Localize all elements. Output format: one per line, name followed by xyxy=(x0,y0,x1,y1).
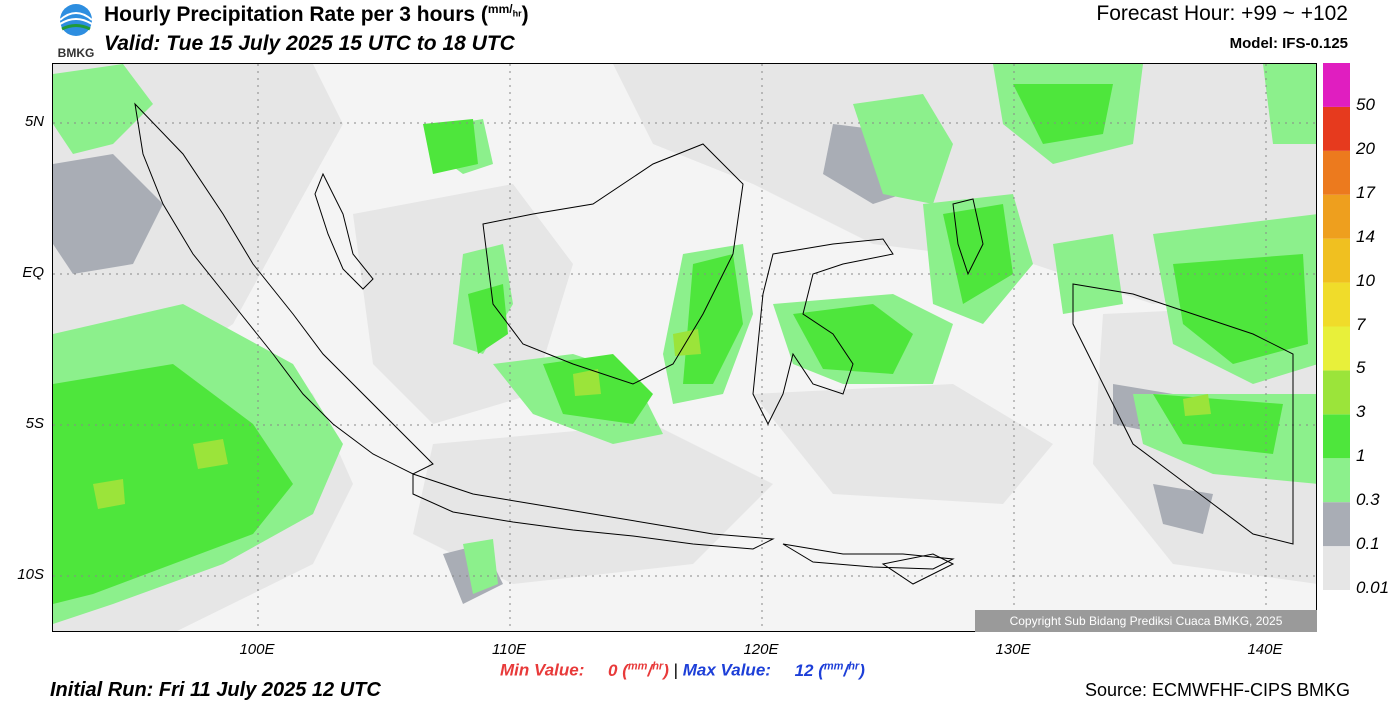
lat-label-eq: EQ xyxy=(22,264,44,281)
legend-swatch-20 xyxy=(1323,106,1350,151)
bmkg-logo: BMKG xyxy=(52,2,100,60)
min-max-values: Min Value: 0 (mm/hr) | Max Value: 12 (mm… xyxy=(500,660,865,680)
legend-label-50: 50 xyxy=(1356,94,1375,114)
legend-swatch-1 xyxy=(1323,414,1350,459)
initial-run: Initial Run: Fri 11 July 2025 12 UTC xyxy=(50,679,381,701)
legend-label-10: 10 xyxy=(1356,270,1375,290)
forecast-hour: Forecast Hour: +99 ~ +102 xyxy=(1096,2,1348,25)
model-name: Model: IFS-0.125 xyxy=(1229,35,1348,52)
legend-label-0.3: 0.3 xyxy=(1356,490,1380,510)
legend-label-7: 7 xyxy=(1356,314,1366,334)
legend-swatch-5 xyxy=(1323,326,1350,371)
legend-label-14: 14 xyxy=(1356,226,1375,246)
title-unit-den: hr xyxy=(512,8,522,19)
legend-label-3: 3 xyxy=(1356,402,1366,422)
legend-label-5: 5 xyxy=(1356,358,1366,378)
legend-swatch-17 xyxy=(1323,150,1350,195)
legend-label-20: 20 xyxy=(1356,138,1375,158)
min-value-label: Min Value: xyxy=(500,660,585,680)
legend-swatch-50 xyxy=(1323,63,1350,107)
legend-swatch-14 xyxy=(1323,194,1350,239)
lat-label-5s: 5S xyxy=(25,415,44,432)
lon-label-140e: 140E xyxy=(1247,641,1283,658)
lon-label-100e: 100E xyxy=(239,641,275,658)
legend-swatch-0.1 xyxy=(1323,502,1350,547)
legend-swatch-0.01 xyxy=(1323,546,1350,590)
max-value: 12 xyxy=(794,660,814,680)
minmax-separator: | xyxy=(673,660,679,680)
lat-label-10s: 10S xyxy=(17,566,44,583)
legend-swatch-10 xyxy=(1323,238,1350,283)
legend-label-1: 1 xyxy=(1356,446,1366,466)
max-value-label: Max Value: xyxy=(682,660,771,680)
legend-label-0.01: 0.01 xyxy=(1356,578,1390,597)
legend-swatch-3 xyxy=(1323,370,1350,415)
title-text: Hourly Precipitation Rate per 3 hours xyxy=(104,3,476,26)
min-value: 0 xyxy=(608,660,618,680)
data-source: Source: ECMWFHF-CIPS BMKG xyxy=(1084,680,1350,700)
copyright-notice: Copyright Sub Bidang Prediksi Cuaca BMKG… xyxy=(975,610,1317,632)
lat-label-5n: 5N xyxy=(24,113,44,130)
precipitation-map xyxy=(52,63,1317,632)
lon-label-130e: 130E xyxy=(995,641,1031,658)
logo-text: BMKG xyxy=(58,46,95,60)
legend-label-0.1: 0.1 xyxy=(1356,534,1380,554)
legend-swatch-7 xyxy=(1323,282,1350,327)
lon-label-120e: 120E xyxy=(743,641,779,658)
valid-time: Valid: Tue 15 July 2025 15 UTC to 18 UTC xyxy=(104,32,515,55)
map-title: Hourly Precipitation Rate per 3 hours (m… xyxy=(104,2,529,26)
title-unit-num: mm xyxy=(487,2,510,16)
legend-label-17: 17 xyxy=(1356,182,1375,202)
legend-swatch-0.3 xyxy=(1323,458,1350,503)
lon-label-110e: 110E xyxy=(492,641,526,658)
legend-colorbar xyxy=(1323,63,1350,590)
